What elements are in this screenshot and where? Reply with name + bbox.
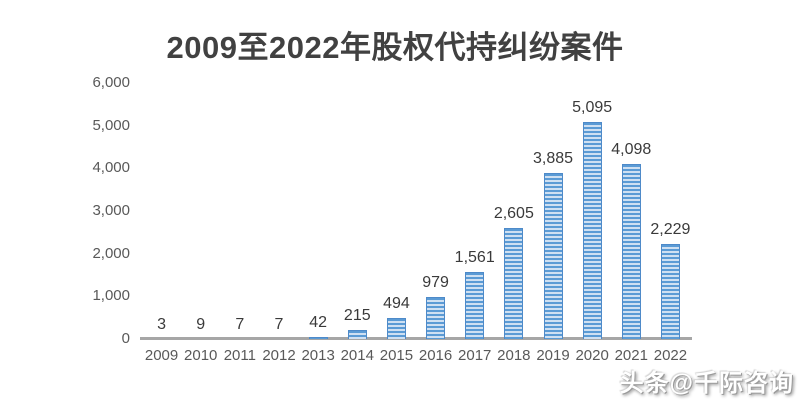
x-tick-label: 2014	[340, 347, 374, 364]
x-tick-label: 2015	[379, 347, 414, 364]
bar	[582, 121, 602, 339]
bar	[621, 164, 641, 339]
x-tick-label: 2009	[144, 347, 179, 364]
x-axis-line	[140, 337, 692, 340]
bar-value-label: 7	[274, 315, 284, 333]
y-tick-label: 5,000	[92, 116, 130, 134]
bar-value-label: 4,098	[611, 141, 652, 159]
x-tick-label: 2019	[536, 347, 570, 364]
y-tick-label: 3,000	[92, 202, 130, 219]
bar-value-label: 2,605	[493, 204, 534, 222]
x-tick-label: 2012	[262, 347, 296, 364]
bar-value-label: 9	[196, 315, 206, 333]
x-tick-label: 2021	[614, 347, 648, 364]
x-tick-label: 2010	[184, 347, 218, 364]
chart-title: 2009至2022年股权代持纠纷案件	[166, 30, 624, 65]
bar-value-label: 215	[343, 306, 371, 324]
x-tick-label: 2013	[301, 347, 335, 364]
bar	[347, 329, 367, 339]
x-tick-label: 2011	[223, 347, 256, 364]
bar	[308, 337, 328, 339]
bar	[465, 272, 485, 339]
x-tick-label: 2017	[458, 347, 492, 364]
x-tick-label: 2016	[418, 347, 453, 364]
bar-value-label: 1,561	[454, 249, 495, 267]
bar-value-label: 2,229	[650, 220, 691, 238]
bar-value-label: 3,885	[532, 150, 574, 168]
watermark: 头条@千际咨询	[619, 370, 794, 397]
bar	[426, 297, 446, 339]
bar	[660, 243, 680, 339]
x-tick-label: 2018	[497, 347, 531, 364]
bar	[504, 227, 524, 339]
bar-value-label: 979	[422, 274, 449, 292]
y-tick-label: 1,000	[92, 287, 130, 305]
bar	[543, 173, 563, 339]
x-tick-label: 2020	[575, 347, 609, 364]
bar-value-label: 3	[157, 315, 167, 333]
y-tick-label: 6,000	[92, 74, 130, 91]
bar-value-label: 5,095	[572, 98, 613, 116]
bar-value-label: 42	[309, 314, 328, 332]
x-tick-label: 2022	[653, 347, 688, 364]
bar-value-label: 7	[235, 315, 245, 333]
bar	[386, 317, 406, 339]
y-tick-label: 0	[121, 330, 130, 347]
y-tick-label: 2,000	[92, 244, 130, 262]
bar-value-label: 494	[383, 294, 410, 312]
y-tick-label: 4,000	[92, 159, 130, 177]
